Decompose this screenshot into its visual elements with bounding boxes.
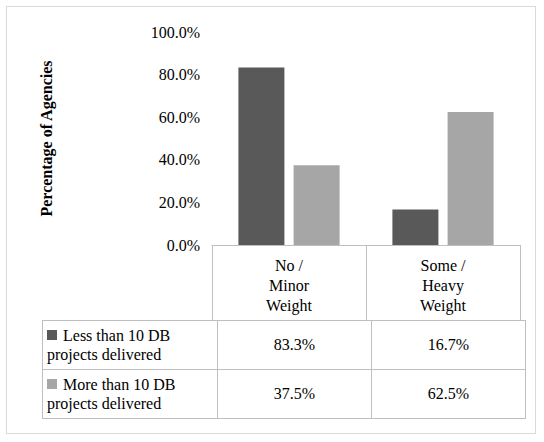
- svg-text:100.0%: 100.0%: [151, 24, 200, 41]
- html-text:More than 10 DB projects deliv: More than 10 DB projects delivered: [47, 376, 176, 412]
- svg-text:Percentage of Agencies: Percentage of Agencies: [38, 60, 56, 216]
- html-text:37.5%: 37.5%: [273, 385, 316, 402]
- svg-text:Weight: Weight: [266, 297, 312, 315]
- svg-text:Weight: Weight: [420, 297, 466, 315]
- svg-text:Heavy: Heavy: [422, 277, 464, 295]
- svg-text:No /: No /: [275, 257, 304, 274]
- svg-text:60.0%: 60.0%: [159, 109, 200, 126]
- svg-text:40.0%: 40.0%: [159, 151, 200, 168]
- svg-text:20.0%: 20.0%: [159, 194, 200, 211]
- html-text:83.3%: 83.3%: [273, 336, 316, 353]
- html-text:Less than 10 DB projects deliv: Less than 10 DB projects delivered: [47, 327, 171, 363]
- html-text:62.5%: 62.5%: [427, 385, 470, 402]
- svg-text:Some /: Some /: [421, 257, 466, 274]
- svg-text:0.0%: 0.0%: [167, 237, 200, 254]
- svg-text:80.0%: 80.0%: [159, 66, 200, 83]
- svg-text:Minor: Minor: [269, 277, 310, 294]
- html-text:16.7%: 16.7%: [427, 336, 470, 353]
